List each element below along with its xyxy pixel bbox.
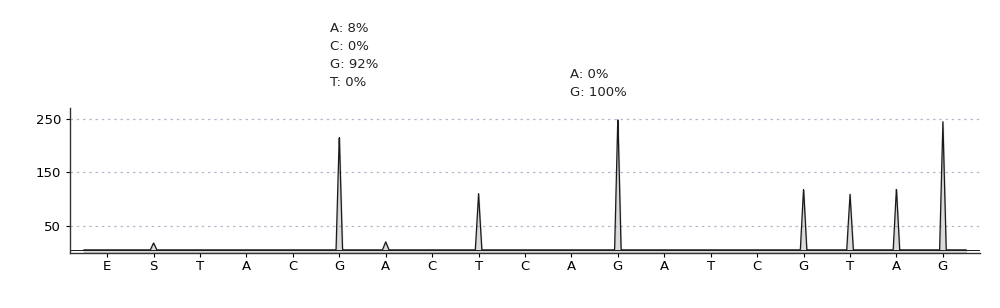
Text: A: 8%
C: 0%
G: 92%
T: 0%: A: 8% C: 0% G: 92% T: 0%: [330, 22, 378, 89]
Text: A: 0%
G: 100%: A: 0% G: 100%: [570, 68, 627, 99]
